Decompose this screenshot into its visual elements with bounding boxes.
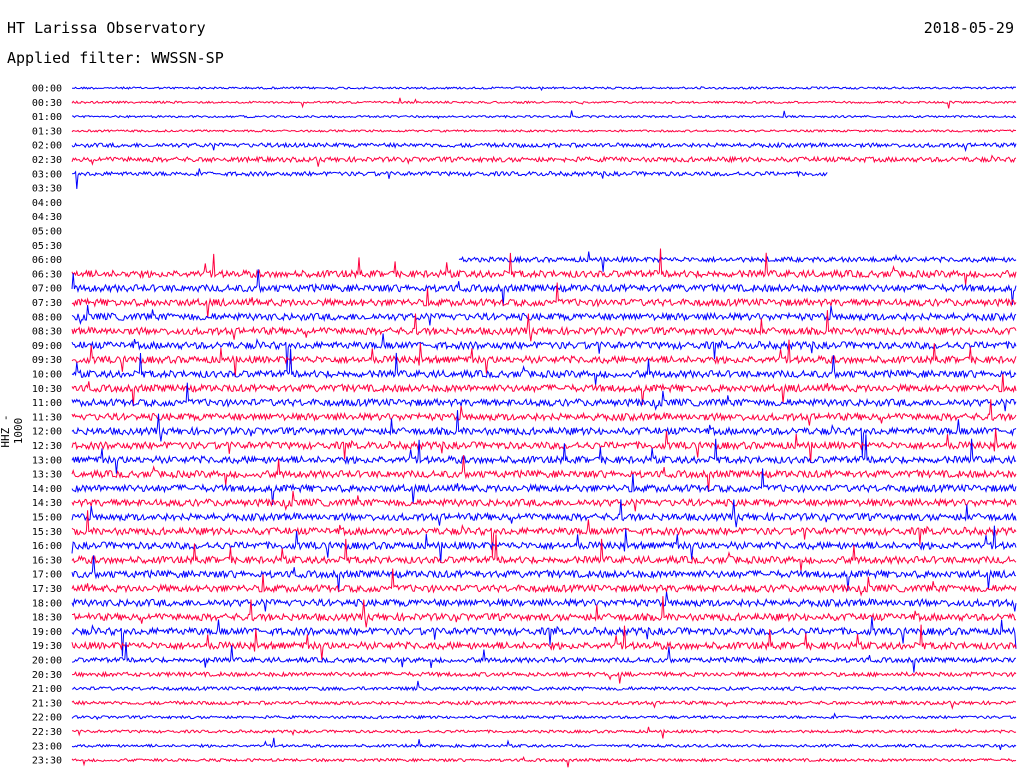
trace-1600 [71, 525, 1017, 564]
time-tick-label: 12:00 [32, 427, 62, 438]
time-tick-label: 16:00 [32, 541, 62, 552]
time-tick-label: 06:30 [32, 269, 62, 280]
trace-0600 [458, 251, 1017, 272]
trace-0700 [71, 269, 1017, 307]
time-tick-label: 14:30 [32, 498, 62, 509]
trace-0030 [71, 97, 1017, 109]
time-tick-label: 00:00 [32, 84, 62, 95]
trace-1130 [71, 399, 1017, 426]
trace-1830 [72, 596, 1017, 628]
time-tick-label: 20:30 [32, 670, 62, 681]
time-tick-labels: 00:00 00:30 01:00 01:30 02:00 02:30 03:00 03:30… [32, 84, 62, 767]
time-tick-label: 14:00 [32, 484, 62, 495]
trace-1900 [71, 616, 1017, 657]
time-tick-label: 00:30 [32, 98, 62, 109]
time-tick-label: 09:30 [32, 355, 62, 366]
time-tick-label: 04:30 [32, 212, 62, 223]
trace-0630 [71, 248, 1017, 286]
time-tick-label: 09:00 [32, 341, 62, 352]
trace-1300 [71, 434, 1017, 474]
time-tick-label: 05:00 [32, 227, 62, 238]
time-tick-label: 21:00 [32, 684, 62, 695]
filter-label: Applied filter: WWSSN-SP [7, 49, 224, 67]
trace-1100 [71, 382, 1017, 412]
time-tick-label: 18:00 [32, 598, 62, 609]
time-tick-label: 07:30 [32, 298, 62, 309]
time-tick-label: 22:00 [32, 713, 62, 724]
time-tick-label: 08:30 [32, 327, 62, 338]
time-tick-label: 06:00 [32, 255, 62, 266]
time-tick-label: 19:30 [32, 641, 62, 652]
trace-0100 [71, 110, 1017, 120]
trace-1530 [71, 510, 1017, 557]
trace-1400 [71, 468, 1017, 506]
time-tick-label: 10:00 [32, 370, 62, 381]
trace-1200 [71, 410, 1017, 457]
trace-1800 [71, 591, 1017, 612]
trace-1430 [71, 490, 1017, 512]
trace-2130 [71, 699, 1016, 710]
trace-1030 [71, 373, 1017, 407]
time-tick-label: 23:30 [32, 756, 62, 767]
time-tick-label: 11:30 [32, 412, 62, 423]
trace-2230 [72, 726, 1017, 739]
trace-0130 [71, 128, 1017, 133]
time-tick-label: 12:30 [32, 441, 62, 452]
trace-0830 [71, 310, 1017, 342]
trace-1630 [71, 534, 1017, 572]
trace-0730 [71, 282, 1017, 318]
trace-0000 [72, 86, 1017, 92]
time-tick-label: 07:00 [32, 284, 62, 295]
time-tick-label: 10:30 [32, 384, 62, 395]
trace-0900 [71, 333, 1017, 371]
trace-0930 [71, 339, 1017, 378]
observatory-title: HT Larissa Observatory [7, 19, 206, 37]
time-tick-label: 08:00 [32, 312, 62, 323]
time-tick-label: 02:30 [32, 155, 62, 166]
time-tick-label: 13:00 [32, 455, 62, 466]
record-date: 2018-05-29 [923, 19, 1014, 37]
time-tick-label: 15:00 [32, 513, 62, 524]
time-tick-label: 22:30 [32, 727, 62, 738]
y-axis-label: HHZ - 1000 [0, 414, 25, 448]
trace-2300 [71, 737, 1017, 751]
trace-2200 [71, 712, 1017, 721]
trace-group [71, 86, 1017, 768]
trace-1700 [71, 555, 1017, 593]
time-tick-label: 05:30 [32, 241, 62, 252]
time-tick-label: 02:00 [32, 141, 62, 152]
time-tick-label: 23:00 [32, 741, 62, 752]
time-tick-label: 18:30 [32, 613, 62, 624]
trace-2330 [71, 756, 1017, 768]
trace-1330 [71, 455, 1017, 493]
time-tick-label: 03:30 [32, 184, 62, 195]
trace-0230 [71, 154, 1017, 167]
time-tick-label: 13:30 [32, 470, 62, 481]
trace-0300 [71, 168, 828, 189]
trace-2100 [71, 680, 1017, 692]
time-tick-label: 17:00 [32, 570, 62, 581]
trace-0800 [71, 305, 1017, 326]
time-tick-label: 20:00 [32, 656, 62, 667]
trace-1500 [71, 499, 1017, 528]
time-tick-label: 16:30 [32, 555, 62, 566]
trace-1930 [71, 624, 1017, 660]
trace-1230 [71, 428, 1017, 463]
time-tick-label: 01:00 [32, 112, 62, 123]
trace-2000 [71, 642, 1017, 673]
time-tick-label: 15:30 [32, 527, 62, 538]
time-tick-label: 04:00 [32, 198, 62, 209]
time-tick-label: 21:30 [32, 698, 62, 709]
time-tick-label: 01:30 [32, 126, 62, 137]
trace-1730 [71, 568, 1017, 597]
trace-0200 [71, 141, 1017, 153]
trace-2030 [72, 670, 1017, 684]
time-tick-label: 17:30 [32, 584, 62, 595]
trace-1000 [71, 348, 1017, 386]
time-tick-label: 19:00 [32, 627, 62, 638]
time-tick-label: 03:00 [32, 169, 62, 180]
time-tick-label: 11:00 [32, 398, 62, 409]
